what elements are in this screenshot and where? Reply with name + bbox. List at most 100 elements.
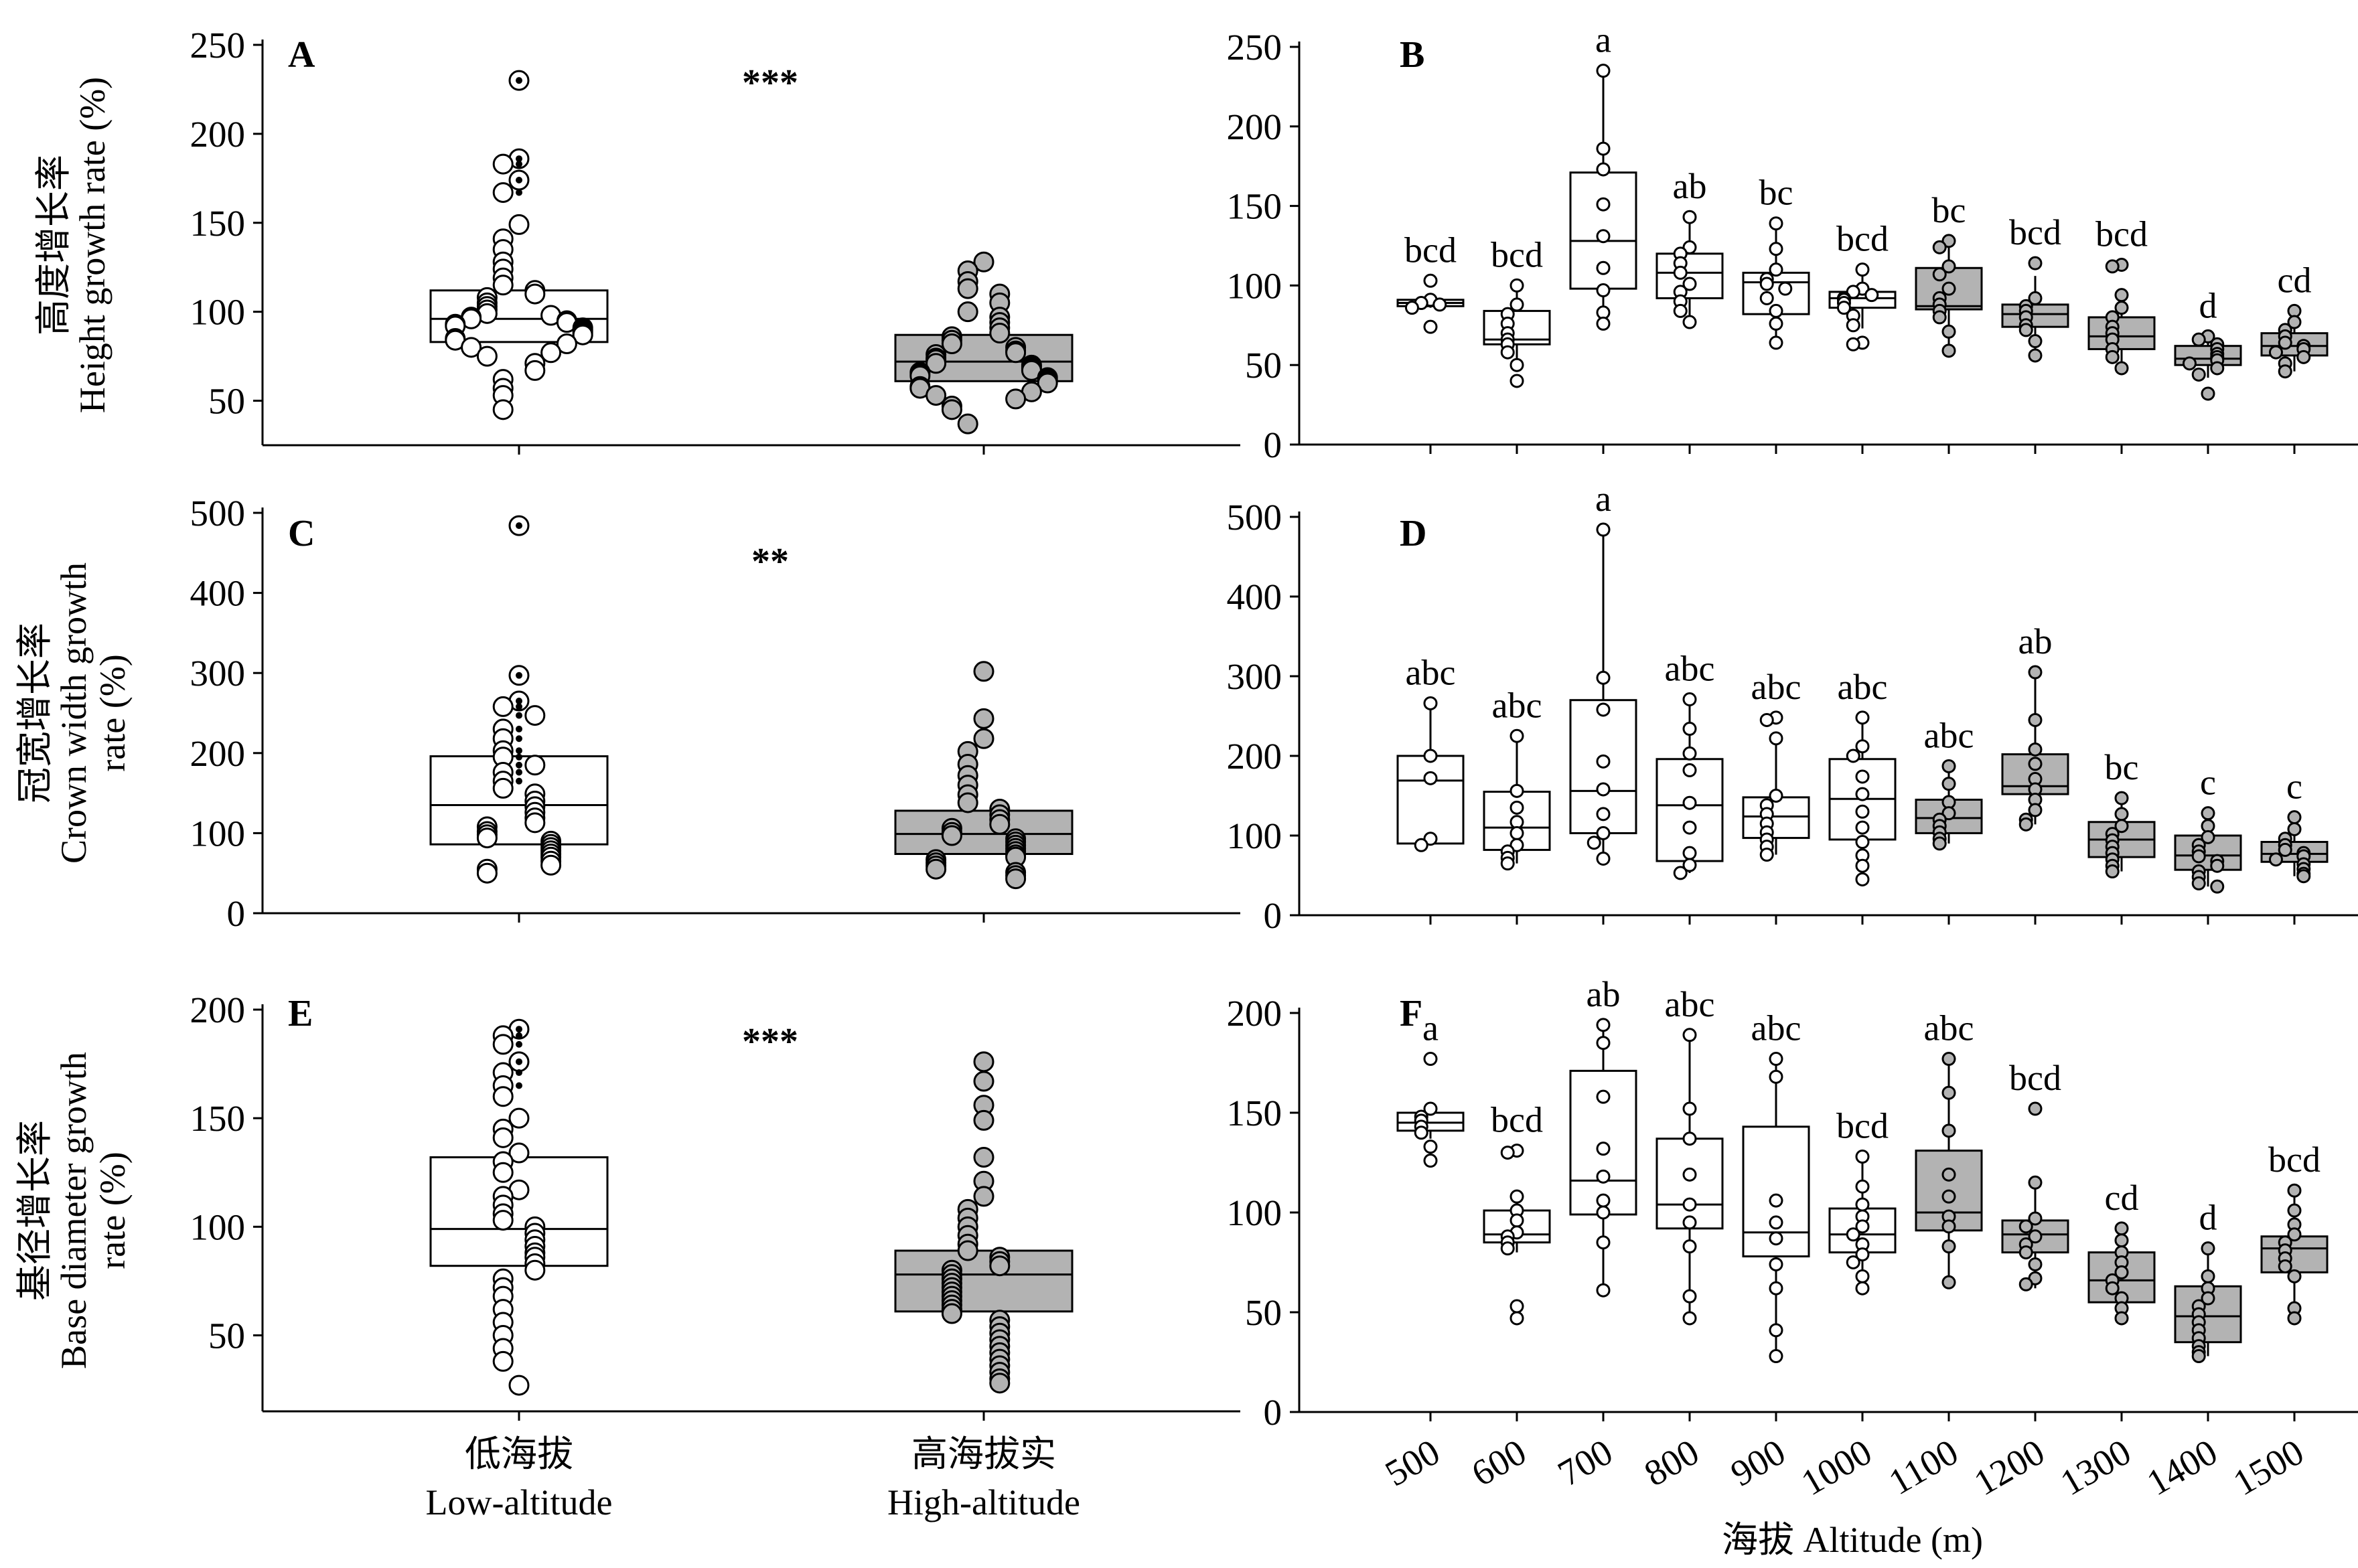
data-point	[492, 153, 514, 175]
data-point	[1596, 702, 1611, 717]
data-point	[1596, 807, 1611, 821]
data-point	[1423, 1052, 1438, 1067]
data-point	[2018, 323, 2033, 337]
panel-label: C	[288, 513, 315, 554]
data-point	[2278, 842, 2292, 857]
data-point	[989, 323, 1011, 344]
data-point	[2018, 1277, 2033, 1291]
data-point	[2105, 349, 2120, 364]
data-point	[2287, 1311, 2302, 1326]
significance-letter: bcd	[1491, 234, 1543, 275]
data-point	[1596, 1169, 1611, 1184]
data-point	[1682, 1215, 1697, 1230]
data-point	[1941, 1052, 1956, 1067]
data-point	[957, 278, 978, 299]
data-point	[492, 1162, 514, 1183]
data-point	[1941, 759, 1956, 773]
data-point	[1778, 281, 1793, 296]
data-point	[1941, 1085, 1956, 1100]
data-point	[508, 1107, 530, 1129]
data-point	[941, 825, 962, 846]
data-point	[1596, 1205, 1611, 1220]
significance-letter: abc	[1924, 1008, 1974, 1048]
significance-letter: bcd	[1836, 219, 1889, 259]
data-point	[957, 1240, 978, 1261]
data-point	[973, 1051, 994, 1073]
data-point	[1855, 1150, 1870, 1164]
data-point	[1941, 1275, 1956, 1289]
data-point	[1769, 789, 1783, 803]
significance-letter: bcd	[2095, 214, 2148, 254]
significance-letter: abc	[1406, 652, 1456, 692]
data-point	[1941, 1219, 1956, 1234]
x-tick-label: 1500	[2226, 1431, 2310, 1504]
data-point	[2028, 348, 2043, 363]
data-point	[2296, 349, 2311, 364]
data-point	[1769, 1052, 1783, 1067]
data-point	[2114, 819, 2129, 834]
data-point	[1932, 836, 1947, 851]
y-tick-label: 100	[1227, 265, 1282, 306]
data-point	[2018, 817, 2033, 832]
significance-letter: abc	[1665, 649, 1715, 689]
data-point	[1500, 1241, 1515, 1256]
data-point	[2028, 256, 2043, 270]
data-point	[1673, 303, 1688, 318]
data-point	[1596, 1193, 1611, 1208]
data-point	[926, 353, 947, 374]
y-tick-label: 0	[1264, 424, 1282, 465]
data-point	[2287, 821, 2302, 836]
data-point	[926, 858, 947, 880]
data-point	[1509, 1299, 1524, 1314]
box	[894, 1249, 1074, 1313]
data-point	[1596, 64, 1611, 78]
data-point	[492, 1350, 514, 1372]
data-point	[1941, 234, 1956, 248]
data-point	[1855, 820, 1870, 835]
data-point	[973, 1109, 994, 1131]
significance-label: ***	[742, 62, 798, 104]
data-point	[1855, 769, 1870, 784]
data-point	[1759, 712, 1774, 727]
data-point	[492, 1034, 514, 1055]
x-tick-label: 700	[1551, 1431, 1619, 1494]
data-point	[2201, 806, 2215, 821]
data-point	[1855, 710, 1870, 725]
data-point	[1855, 872, 1870, 886]
data-point	[989, 1255, 1011, 1277]
data-point	[2210, 879, 2225, 894]
data-point	[2105, 864, 2120, 879]
outlier-center	[516, 1069, 522, 1077]
data-point	[1769, 1193, 1783, 1208]
data-point	[1596, 1089, 1611, 1104]
data-point	[1932, 267, 1947, 282]
data-point	[973, 1071, 994, 1092]
data-point	[2191, 332, 2206, 347]
significance-letter: bcd	[2009, 212, 2061, 252]
data-point	[540, 342, 562, 364]
x-tick-label: 1300	[2053, 1431, 2138, 1504]
outlier-center	[516, 77, 522, 84]
data-point	[1769, 242, 1783, 256]
data-point	[492, 696, 514, 717]
data-point	[1423, 749, 1438, 763]
data-point	[1509, 358, 1524, 372]
data-point	[1673, 265, 1688, 280]
y-axis-label: rate (%)	[92, 654, 133, 771]
data-point	[1596, 826, 1611, 840]
data-point	[1037, 372, 1058, 394]
outlier-center	[516, 1040, 522, 1048]
y-axis-label: Height growth rate (%)	[72, 77, 113, 413]
panel-label: D	[1400, 513, 1426, 554]
data-point	[1500, 856, 1515, 871]
significance-letter: abc	[1751, 667, 1801, 707]
data-point	[1414, 838, 1428, 852]
data-point	[2278, 364, 2292, 379]
y-tick-label: 300	[1227, 656, 1282, 697]
data-point	[1855, 858, 1870, 873]
data-point	[1769, 303, 1783, 318]
data-point	[2182, 356, 2197, 371]
data-point	[1864, 288, 1879, 303]
